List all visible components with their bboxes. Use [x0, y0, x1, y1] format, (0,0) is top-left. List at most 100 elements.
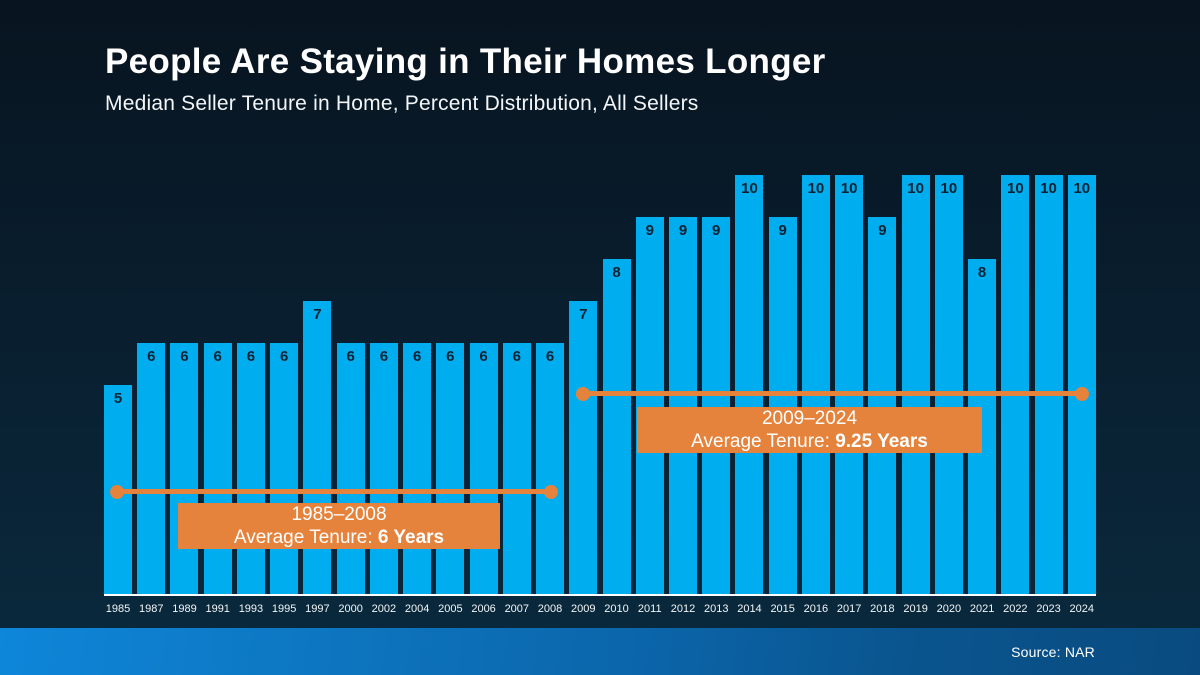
bar-2007: 6 — [502, 343, 531, 595]
x-axis-tick-label: 2015 — [770, 603, 795, 615]
x-axis-tick-label: 2004 — [404, 603, 430, 615]
avg-tenure-label-1985-2008: 1985–2008 Average Tenure: 6 Years — [178, 503, 500, 549]
bar-2010: 8 — [602, 259, 631, 595]
x-axis-tick-label: 1997 — [305, 603, 330, 615]
line-endpoint-dot — [1075, 386, 1089, 401]
annotation-range-text: 2009–2024 — [761, 408, 858, 429]
bar-value-label: 6 — [379, 348, 389, 365]
bar-2018: 9 — [868, 217, 897, 595]
bar-2000: 6 — [336, 343, 365, 595]
bar-2014: 10 — [735, 175, 764, 595]
annotation-stat-prefix: Average Tenure: — [233, 527, 378, 548]
x-axis-tick-label: 2020 — [936, 603, 962, 615]
x-axis-tick-label: 1989 — [172, 603, 197, 615]
footer-bar: Source: NAR — [0, 628, 1200, 675]
bar-2006: 6 — [469, 343, 498, 595]
bar-value-label: 9 — [778, 222, 787, 239]
bar-value-label: 10 — [807, 180, 825, 197]
bar-2022: 10 — [1001, 175, 1030, 595]
x-axis-tick-label: 1995 — [271, 603, 297, 615]
bar-2011: 9 — [635, 217, 664, 595]
bar-value-label: 6 — [446, 348, 455, 365]
annotation-stat-text: Average Tenure: 9.25 Years — [691, 430, 928, 453]
bar-value-label: 9 — [878, 222, 887, 239]
x-axis-tick-label: 1993 — [238, 603, 264, 615]
bar-2024: 10 — [1067, 175, 1096, 595]
bar-2012: 9 — [668, 217, 697, 595]
bar-2002: 6 — [369, 343, 398, 595]
x-axis-tick-label: 2006 — [471, 603, 496, 615]
x-axis-tick-label: 2011 — [637, 603, 662, 615]
x-axis-tick-label: 2009 — [571, 603, 596, 615]
page-subtitle: Median Seller Tenure in Home, Percent Di… — [105, 92, 699, 116]
bar-1991: 6 — [203, 343, 232, 595]
bar-value-label: 9 — [678, 222, 688, 239]
x-axis-labels: 1985 1987 1989 1991 1993 1995 1997 2000 2002 2004… — [104, 603, 1096, 615]
bar-value-label: 9 — [712, 222, 721, 239]
x-axis-tick-label: 2010 — [604, 603, 629, 615]
page-title: People Are Staying in Their Homes Longer — [105, 42, 826, 81]
bar-1989: 6 — [170, 343, 199, 595]
x-axis-tick-label: 2000 — [338, 603, 363, 615]
bar-value-label: 8 — [612, 264, 621, 281]
bar-value-label: 6 — [479, 348, 488, 365]
annotation-stat-prefix: Average Tenure: — [691, 431, 836, 452]
x-axis-tick-label: 2013 — [703, 603, 729, 615]
bar-2016: 10 — [801, 175, 830, 595]
x-axis-tick-label: 2002 — [371, 603, 397, 615]
bar-1997: 7 — [303, 301, 332, 595]
avg-tenure-line-2009-2024 — [576, 386, 1089, 401]
bar-2004: 6 — [403, 343, 432, 595]
bar-2009: 7 — [569, 301, 598, 595]
bar-value-label: 5 — [113, 390, 123, 407]
bar-value-label: 10 — [940, 180, 958, 197]
avg-tenure-line-1985-2008 — [110, 484, 558, 499]
bar-value-label: 10 — [1040, 180, 1057, 197]
bar-2005: 6 — [436, 343, 465, 595]
bar-value-label: 6 — [246, 348, 256, 365]
x-axis-tick-label: 2024 — [1069, 603, 1095, 615]
line-endpoint-dot — [576, 386, 590, 401]
x-axis-tick-label: 1985 — [105, 603, 131, 615]
x-axis-tick-label: 2016 — [803, 603, 829, 615]
annotation-stat-text: Average Tenure: 6 Years — [234, 526, 444, 549]
x-axis-tick-label: 1991 — [205, 603, 230, 615]
x-axis-tick-label: 2008 — [537, 603, 563, 615]
bar-value-label: 6 — [512, 348, 521, 365]
x-axis-tick-label: 1987 — [138, 603, 164, 615]
bar-value-label: 6 — [280, 348, 289, 365]
bar-2015: 9 — [768, 217, 797, 595]
bar-value-label: 6 — [346, 348, 355, 365]
bar-1993: 6 — [236, 343, 265, 595]
source-attribution: Source: NAR — [1011, 643, 1095, 660]
x-axis-tick-label: 2014 — [737, 603, 762, 615]
x-axis-tick-label: 2005 — [438, 603, 463, 615]
bar-2023: 10 — [1034, 175, 1063, 595]
bar-2017: 10 — [835, 175, 864, 595]
bar-value-label: 10 — [907, 180, 924, 197]
x-axis-tick-label: 2007 — [504, 603, 530, 615]
bar-1995: 6 — [270, 343, 299, 595]
x-axis-line — [104, 594, 1096, 596]
avg-tenure-label-2009-2024: 2009–2024 Average Tenure: 9.25 Years — [637, 407, 982, 453]
bar-2013: 9 — [702, 217, 731, 595]
bar-2019: 10 — [901, 175, 930, 595]
bar-value-label: 10 — [1073, 180, 1091, 197]
bar-value-label: 10 — [840, 180, 858, 197]
x-axis-tick-label: 2022 — [1003, 603, 1028, 615]
x-axis-tick-label: 2019 — [903, 603, 928, 615]
bar-value-label: 6 — [213, 348, 222, 365]
annotation-stat-value: 6 Years — [377, 527, 445, 548]
bar-value-label: 10 — [741, 180, 758, 197]
bar-value-label: 7 — [579, 306, 588, 323]
bar-value-label: 6 — [180, 348, 189, 365]
bar-value-label: 8 — [977, 264, 987, 281]
bar-1987: 6 — [137, 343, 166, 595]
bar-2020: 10 — [934, 175, 963, 595]
bar-value-label: 10 — [1006, 180, 1024, 197]
header: People Are Staying in Their Homes Longer… — [105, 42, 1105, 116]
x-axis-tick-label: 2018 — [870, 603, 895, 615]
bar-value-label: 6 — [545, 348, 555, 365]
line-endpoint-dot — [544, 484, 558, 499]
